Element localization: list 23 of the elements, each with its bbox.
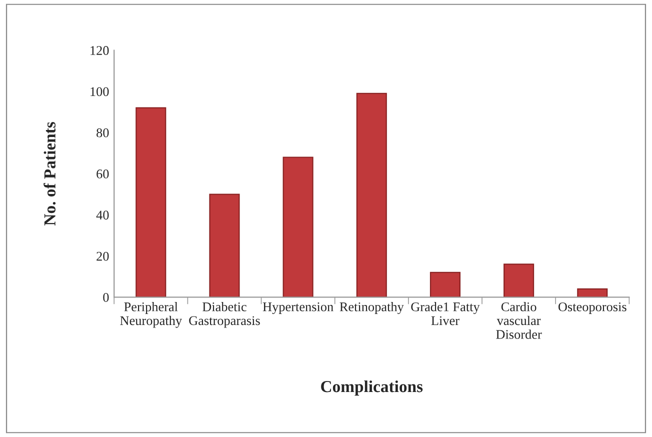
y-tick-label: 80	[96, 128, 109, 138]
y-tick-label: 100	[90, 87, 109, 96]
x-tick-label: Cardio vascular Disorder	[496, 302, 542, 339]
x-tick-label: Diabetic Gastroparasis	[189, 302, 260, 328]
x-axis-title: Complications	[321, 380, 423, 396]
bar	[209, 194, 240, 298]
x-tick-label: Hypertension	[262, 302, 334, 314]
x-tick-label: Peripheral Neuropathy	[120, 302, 182, 328]
y-tick-label: 40	[96, 210, 109, 220]
bar	[356, 92, 387, 298]
bar	[430, 272, 460, 298]
x-tick-label: Retinopathy	[340, 302, 404, 314]
x-tick-label: Osteoporosis	[558, 302, 626, 314]
bar	[282, 156, 314, 298]
y-axis-title: No. of Patients	[44, 122, 56, 226]
x-tick-label: Grade1 Fatty Liver	[411, 302, 480, 326]
y-tick-label: 120	[90, 46, 109, 55]
y-tick-label: 20	[96, 252, 109, 261]
y-tick-label: 60	[96, 170, 109, 178]
bar	[504, 264, 534, 298]
bar	[136, 107, 166, 298]
bar	[577, 288, 608, 298]
y-tick-label: 0	[103, 292, 109, 302]
